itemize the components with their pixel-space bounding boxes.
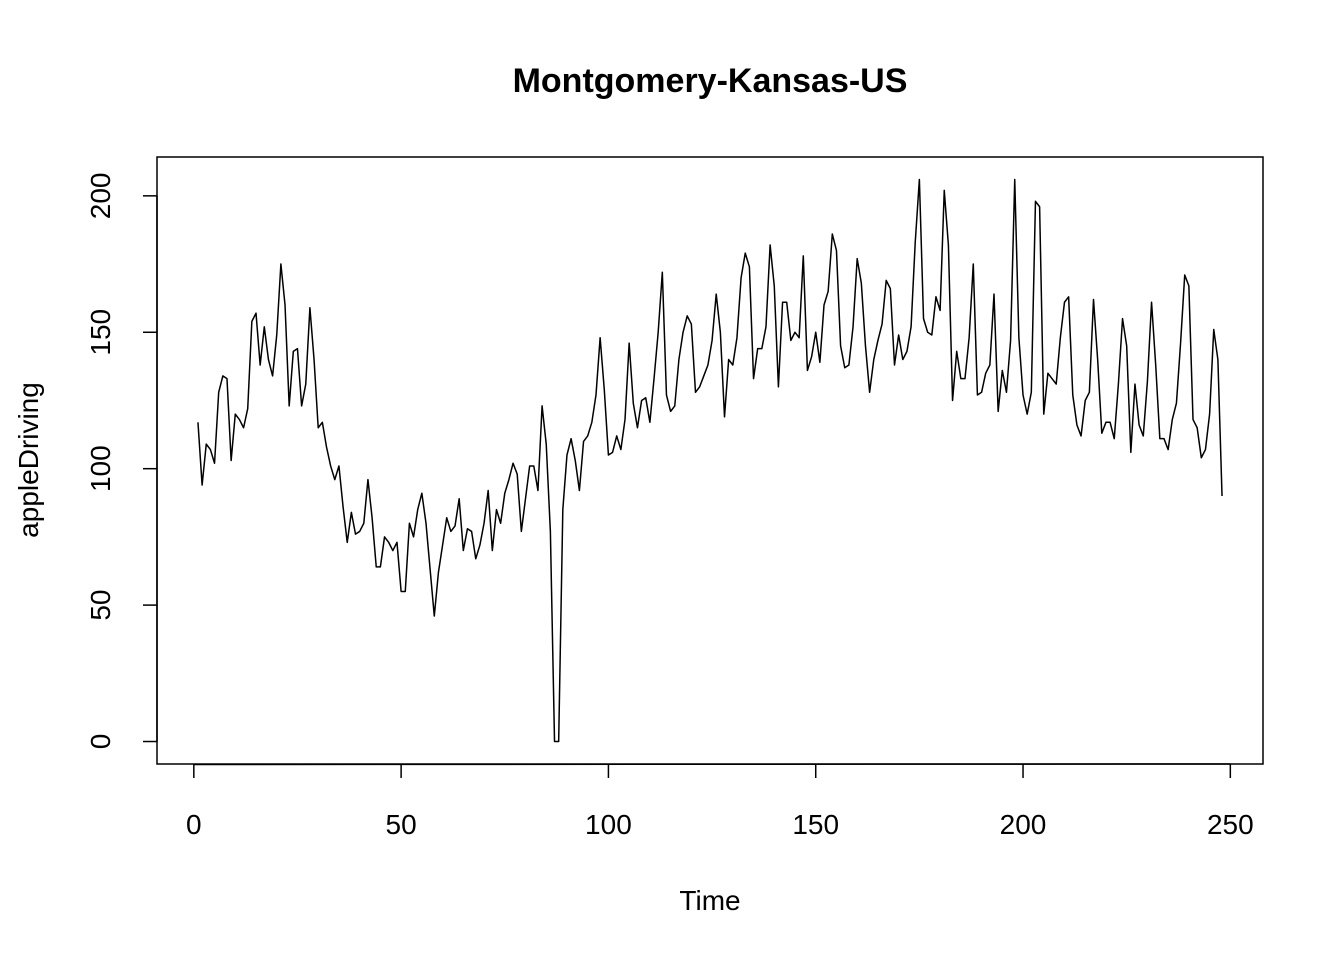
y-tick-label: 100 <box>85 445 116 492</box>
x-tick-label: 100 <box>585 809 632 840</box>
x-tick-label: 0 <box>186 809 202 840</box>
x-tick-label: 50 <box>386 809 417 840</box>
x-axis-line <box>193 763 1231 766</box>
x-tick-label: 150 <box>792 809 839 840</box>
y-tick-label: 200 <box>85 172 116 219</box>
x-tick-label: 200 <box>1000 809 1047 840</box>
x-tick-label: 250 <box>1207 809 1254 840</box>
y-axis-label: appleDriving <box>13 382 44 538</box>
y-tick-label: 150 <box>85 309 116 356</box>
y-tick-label: 50 <box>85 590 116 621</box>
chart-title: Montgomery-Kansas-US <box>513 62 908 100</box>
y-tick-label: 0 <box>85 734 116 750</box>
data-line <box>197 178 1223 743</box>
x-axis-label: Time <box>679 885 740 916</box>
